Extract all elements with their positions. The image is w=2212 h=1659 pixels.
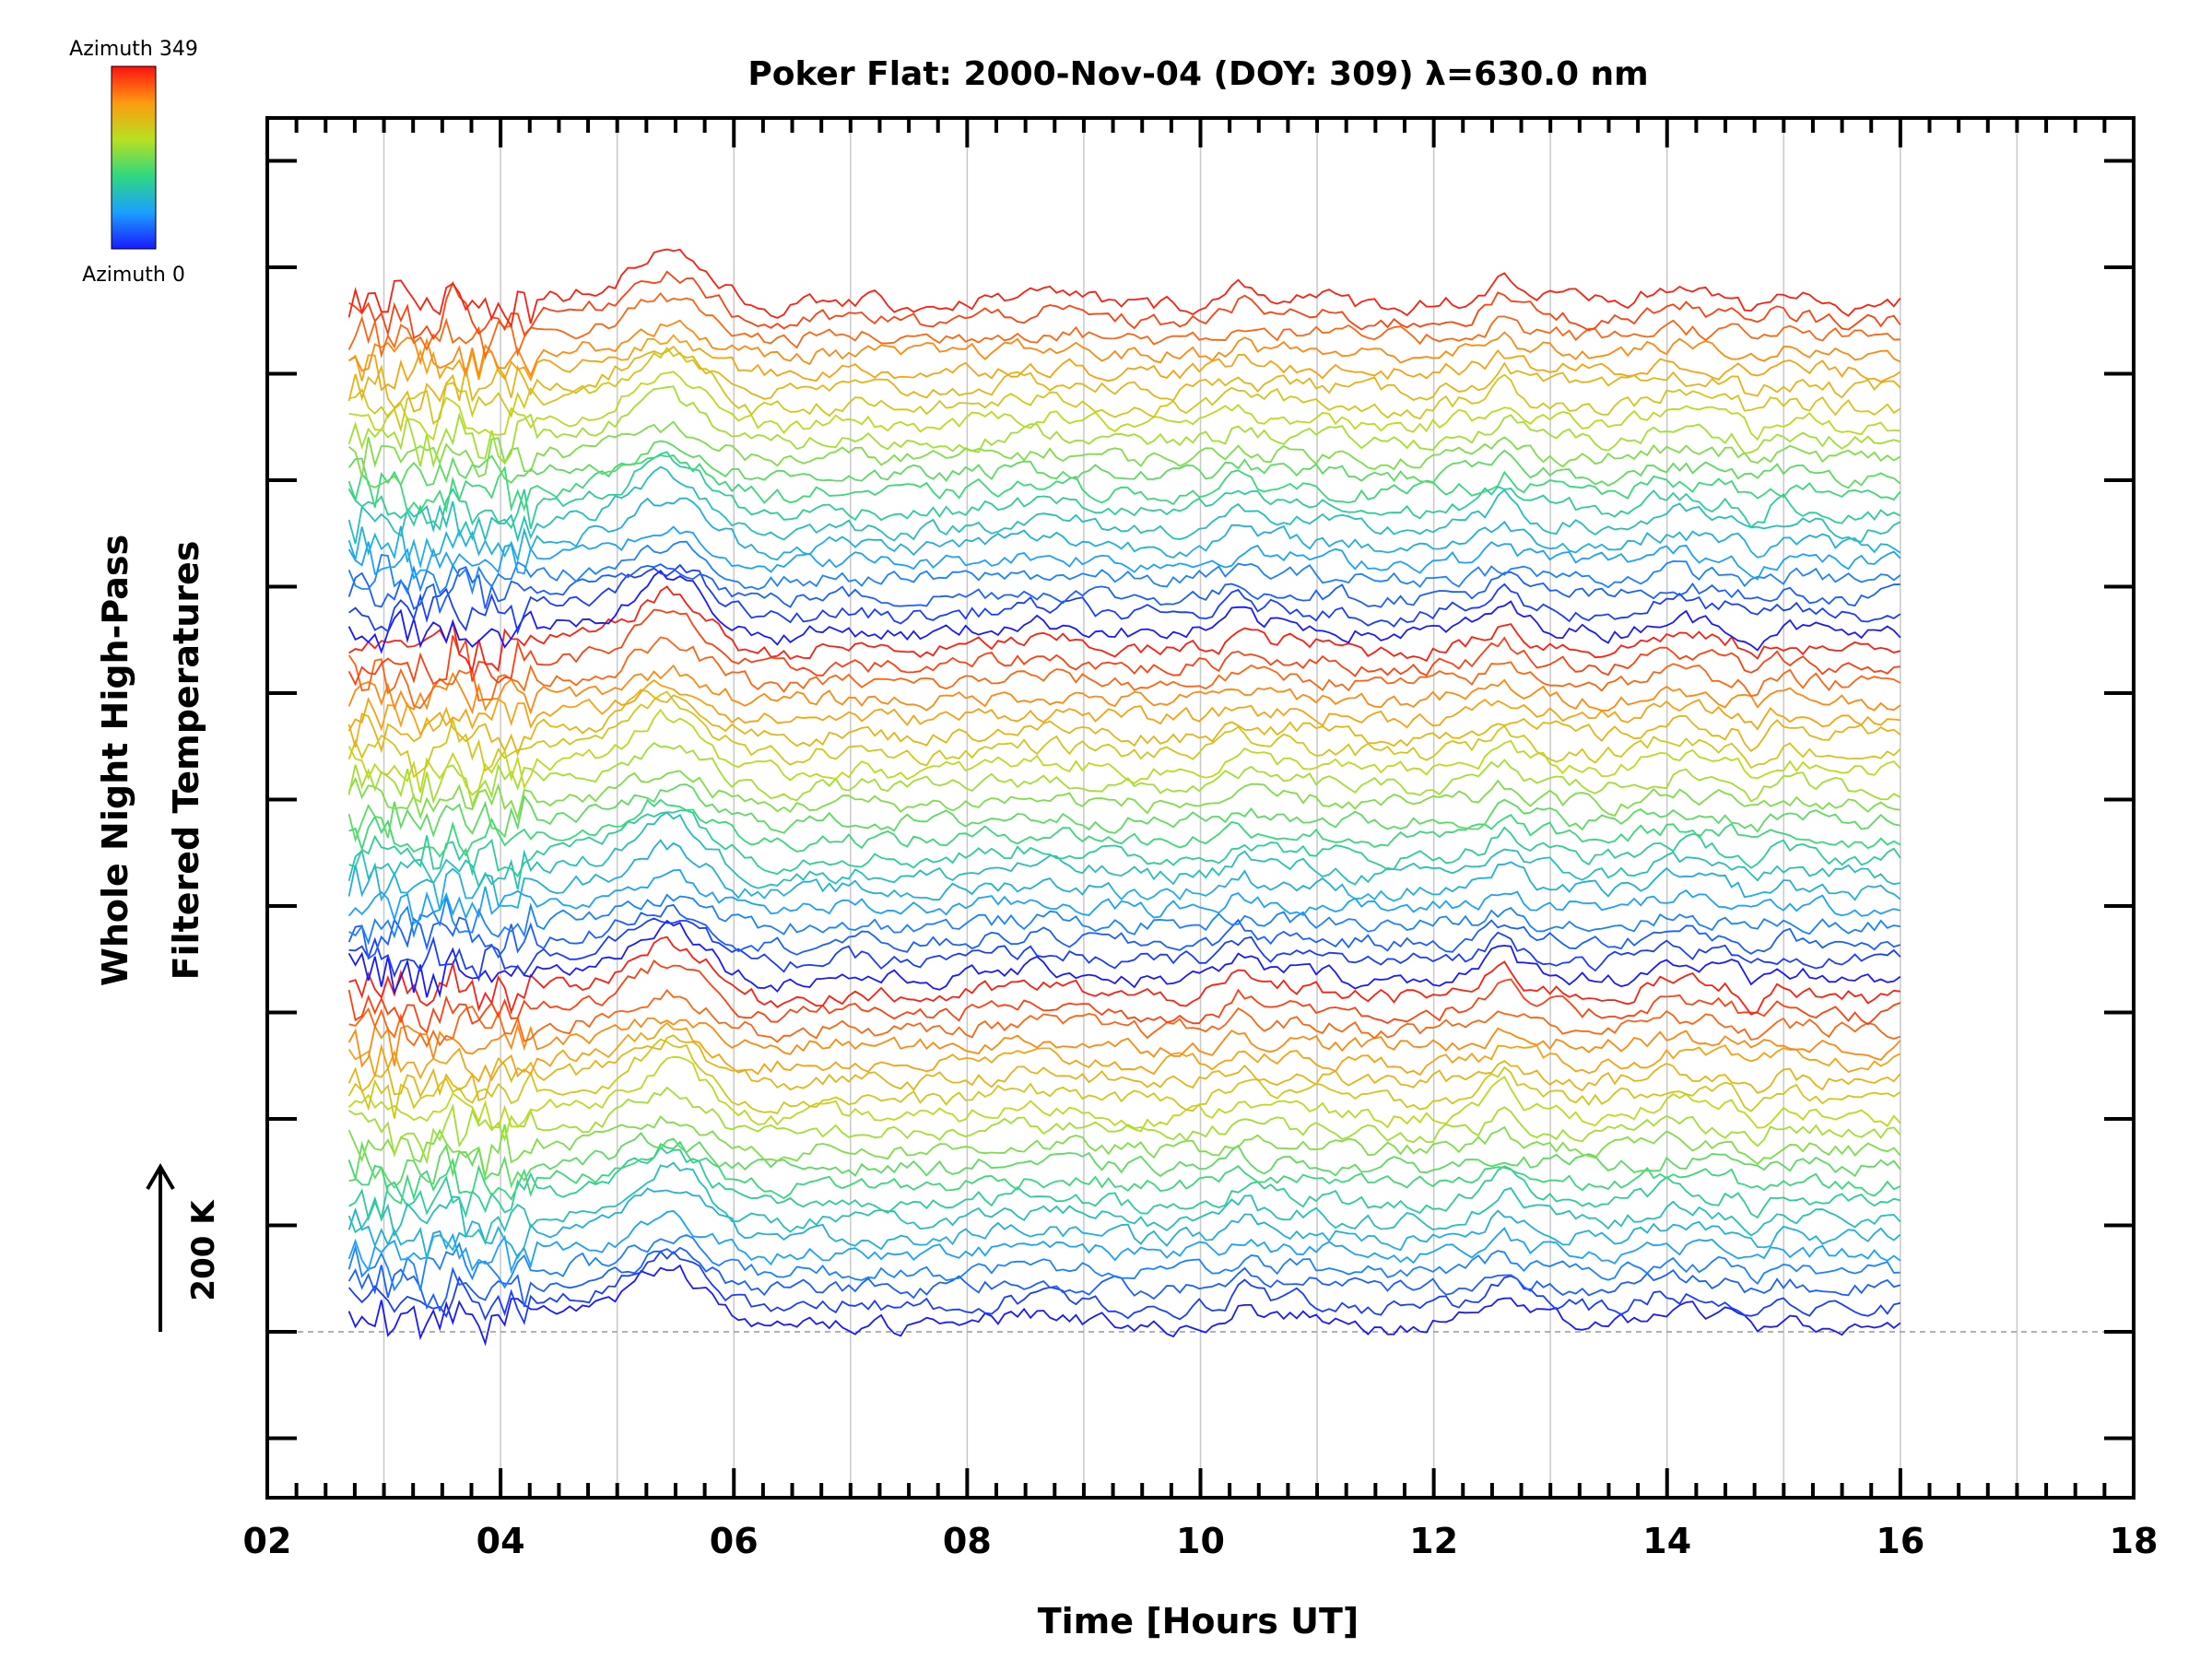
- trace-group3-az324: [348, 270, 1901, 340]
- trace-group2-az234: [347, 690, 1901, 779]
- trace-group1-az90: [347, 1187, 1901, 1262]
- axis-ticks: [265, 118, 2136, 1498]
- x-grid: [382, 118, 2018, 1498]
- colorbar-bottom-label: Azimuth 0: [82, 264, 185, 287]
- trace-group3-az216: [348, 371, 1900, 441]
- x-tick-label: 06: [710, 1521, 759, 1561]
- trace-group1-az180: [347, 1115, 1901, 1177]
- trace-group1-az324: [347, 959, 1901, 1034]
- x-tick-label: 08: [943, 1521, 992, 1561]
- temperature-traces: [347, 248, 1901, 1347]
- trace-group1-az252: [347, 1034, 1901, 1102]
- trace-group1-az162: [348, 1132, 1901, 1189]
- y-axis-label-line1: Whole Night High-Pass: [95, 535, 135, 986]
- trace-group1-az72: [347, 1209, 1901, 1275]
- x-tick-label: 02: [243, 1521, 292, 1561]
- x-tick-label: 18: [2110, 1521, 2159, 1561]
- trace-group1-az144: [347, 1140, 1901, 1206]
- trace-group3-az180: [348, 420, 1901, 478]
- trace-group1-az198: [348, 1086, 1901, 1165]
- trace-group3-az144: [347, 453, 1901, 514]
- trace-group3-az18: [348, 563, 1901, 635]
- trace-group2-az0: [347, 919, 1901, 999]
- y-axis-label-line2: Filtered Temperatures: [166, 541, 206, 981]
- trace-group3-az108: [347, 465, 1901, 545]
- x-tick-label: 16: [1876, 1521, 1924, 1561]
- trace-group2-az54: [348, 893, 1901, 946]
- trace-group2-az90: [347, 839, 1901, 912]
- trace-group1-az0: [347, 1264, 1901, 1347]
- scale-bar: 200 K: [146, 1163, 222, 1332]
- x-tick-label: 12: [1409, 1521, 1458, 1561]
- trace-group2-az72: [347, 868, 1901, 925]
- trace-group2-az342: [348, 585, 1901, 674]
- trace-group3-az90: [347, 497, 1901, 570]
- trace-group1-az342: [348, 935, 1901, 1016]
- x-tick-label: 04: [477, 1521, 525, 1561]
- trace-group2-az252: [347, 688, 1901, 757]
- trace-group2-az162: [347, 783, 1901, 843]
- scale-bar-label: 200 K: [185, 1199, 222, 1301]
- trace-group3-az72: [347, 525, 1901, 581]
- x-axis-label: Time [Hours UT]: [1038, 1601, 1359, 1641]
- trace-group1-az234: [347, 1038, 1901, 1119]
- trace-group3-az54: [347, 540, 1901, 595]
- trace-group3-az234: [348, 346, 1901, 433]
- y-axis-label: Whole Night High-Pass Filtered Temperatu…: [95, 535, 206, 986]
- trace-group3-az198: [347, 385, 1901, 469]
- trace-group2-az216: [347, 708, 1901, 796]
- trace-group3-az306: [347, 292, 1900, 360]
- trace-group3-az288: [348, 319, 1901, 378]
- trace-group2-az324: [347, 608, 1900, 687]
- trace-group2-az126: [348, 809, 1901, 878]
- trace-group1-az108: [347, 1161, 1901, 1245]
- trace-group2-az144: [348, 798, 1901, 858]
- trace-group3-az126: [347, 451, 1901, 532]
- trace-group1-az36: [347, 1246, 1901, 1312]
- trace-group2-az108: [347, 811, 1901, 890]
- trace-group3-az36: [347, 563, 1900, 615]
- trace-group1-az306: [348, 988, 1901, 1049]
- chart-title: Poker Flat: 2000-Nov-04 (DOY: 309) λ=630…: [747, 55, 1648, 93]
- trace-group3-az162: [347, 440, 1901, 489]
- colorbar: Azimuth 349 Azimuth 0: [69, 38, 198, 287]
- trace-group1-az270: [347, 1021, 1901, 1083]
- trace-group2-az36: [347, 903, 1901, 960]
- trace-group3-az0: [347, 570, 1901, 654]
- trace-group1-az126: [348, 1146, 1901, 1222]
- trace-group3-az342: [347, 248, 1901, 329]
- scale-arrow-head: [146, 1163, 175, 1191]
- trace-group3-az252: [347, 345, 1901, 413]
- trace-group2-az288: [347, 664, 1901, 715]
- trace-group2-az18: [348, 917, 1901, 982]
- trace-group1-az288: [347, 1018, 1901, 1068]
- colorbar-gradient: [111, 65, 157, 250]
- trace-group2-az270: [347, 678, 1901, 736]
- trace-group1-az216: [347, 1055, 1901, 1133]
- trace-group1-az18: [347, 1250, 1901, 1325]
- trace-group1-az54: [347, 1234, 1900, 1292]
- x-tick-labels: 02 04 06 08 10 12 14 16 18: [243, 1521, 2159, 1561]
- x-tick-label: 14: [1642, 1521, 1691, 1561]
- colorbar-top-label: Azimuth 349: [69, 38, 198, 61]
- trace-group2-az306: [347, 636, 1901, 710]
- trace-group3-az270: [348, 334, 1901, 392]
- trace-group2-az198: [347, 741, 1901, 808]
- x-tick-label: 10: [1176, 1521, 1225, 1561]
- trace-group2-az180: [347, 770, 1901, 821]
